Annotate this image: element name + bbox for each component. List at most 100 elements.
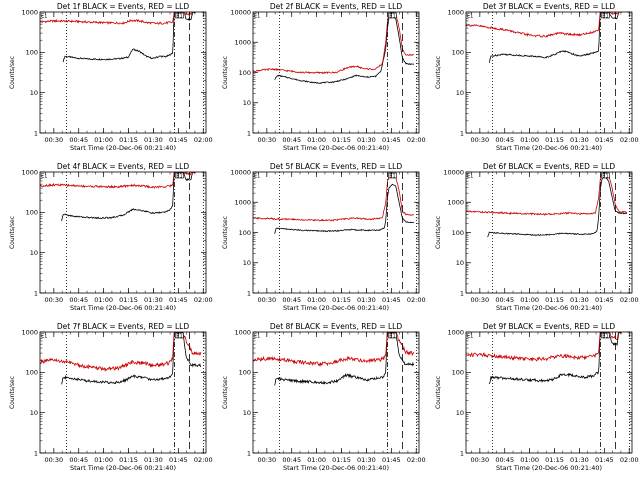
panel-title: Det 7f BLACK = Events, RED = LLD (57, 322, 190, 331)
x-tick-label: 00:45 (282, 136, 301, 144)
series-lld-line (40, 12, 196, 25)
y-tick-label: 1 (34, 449, 38, 457)
y-tick-label: 100 (239, 69, 251, 77)
y-tick-label: 1 (247, 289, 251, 297)
y-tick-label: 10000 (230, 168, 251, 176)
x-tick-label: 01:45 (595, 296, 614, 304)
x-tick-label: 00:45 (69, 456, 88, 464)
y-axis-label: Counts/sec (9, 376, 16, 409)
x-tick-label: 01:30 (144, 136, 163, 144)
x-tick-label: 01:15 (119, 136, 138, 144)
y-tick-label: 10 (243, 99, 251, 107)
panel-title: Det 5f BLACK = Events, RED = LLD (270, 162, 403, 171)
start-event-label: E1 (467, 174, 473, 180)
y-tick-label: 100 (26, 209, 38, 217)
x-axis-label: Start Time (20-Dec-06 00:21:40) (283, 464, 389, 472)
y-tick-label: 10 (456, 89, 464, 97)
x-tick-label: 01:00 (94, 136, 113, 144)
plot-frame (252, 331, 420, 454)
x-tick-label: 01:15 (119, 296, 138, 304)
y-tick-label: 10 (30, 89, 38, 97)
x-tick-label: 01:15 (119, 456, 138, 464)
start-event-label: E1 (254, 334, 260, 340)
plot-frame (465, 331, 633, 454)
event-label: E1 (389, 334, 395, 340)
x-tick-label: 02:00 (194, 136, 213, 144)
y-tick-label: 1000 (21, 328, 38, 336)
event-label: E1 (602, 334, 608, 340)
x-tick-label: 01:00 (520, 136, 539, 144)
x-tick-label: 01:00 (307, 296, 326, 304)
panel-title: Det 6f BLACK = Events, RED = LLD (483, 162, 616, 171)
plot-frame (39, 11, 207, 134)
start-event-label: E1 (467, 14, 473, 20)
x-tick-label: 01:30 (357, 456, 376, 464)
x-tick-label: 00:30 (257, 136, 276, 144)
x-axis-label: Start Time (20-Dec-06 00:21:40) (496, 464, 602, 472)
panel-det-3f: Det 3f BLACK = Events, RED = LLD E1 E1 1 10 1… (435, 2, 639, 152)
x-tick-label: 01:45 (169, 296, 188, 304)
y-axis-label: Counts/sec (9, 56, 16, 89)
y-tick-label: 10000 (230, 8, 251, 16)
start-event-label: E1 (254, 174, 260, 180)
y-tick-label: 100 (452, 229, 464, 237)
y-tick-label: 10 (30, 249, 38, 257)
panel-det-6f: Det 6f BLACK = Events, RED = LLD E1 E1 1 10 1… (435, 162, 639, 312)
y-tick-label: 1 (460, 129, 464, 137)
y-tick-label: 10000 (443, 168, 464, 176)
x-tick-label: 00:45 (495, 136, 514, 144)
x-tick-label: 01:45 (595, 456, 614, 464)
x-tick-label: 00:45 (495, 296, 514, 304)
event-label: E1 (176, 334, 182, 340)
x-tick-label: 01:00 (307, 136, 326, 144)
y-axis-label: Counts/sec (9, 216, 16, 249)
x-axis-label: Start Time (20-Dec-06 00:21:40) (496, 304, 602, 312)
event-label: E1 (176, 174, 182, 180)
x-tick-label: 01:30 (357, 296, 376, 304)
x-axis-label: Start Time (20-Dec-06 00:21:40) (496, 144, 602, 152)
panel-det-4f: Det 4f BLACK = Events, RED = LLD E1 E1 1 10 1… (9, 162, 213, 312)
y-tick-label: 100 (452, 49, 464, 57)
x-tick-label: 01:30 (144, 296, 163, 304)
y-tick-label: 100 (26, 369, 38, 377)
x-tick-label: 01:00 (307, 456, 326, 464)
y-axis-label: Counts/sec (435, 216, 442, 249)
series-events-line (61, 332, 202, 385)
y-tick-label: 1000 (21, 8, 38, 16)
series-events-line (274, 183, 415, 234)
start-event-label: E1 (41, 174, 47, 180)
x-tick-label: 00:30 (257, 456, 276, 464)
panel-title: Det 3f BLACK = Events, RED = LLD (483, 2, 616, 11)
y-tick-label: 1000 (234, 328, 251, 336)
x-tick-label: 00:30 (257, 296, 276, 304)
start-event-label: E1 (41, 334, 47, 340)
x-tick-label: 01:45 (382, 136, 401, 144)
y-tick-label: 1 (34, 129, 38, 137)
y-tick-label: 10 (243, 259, 251, 267)
x-tick-label: 02:00 (194, 296, 213, 304)
y-tick-label: 10 (456, 409, 464, 417)
x-tick-label: 01:00 (520, 296, 539, 304)
x-tick-label: 01:15 (332, 296, 351, 304)
x-tick-label: 00:45 (495, 456, 514, 464)
plot-frame (39, 171, 207, 294)
event-label: E1 (389, 14, 395, 20)
series-events-line (274, 332, 415, 386)
y-tick-label: 100 (452, 369, 464, 377)
x-tick-label: 00:45 (69, 296, 88, 304)
x-tick-label: 02:00 (407, 296, 426, 304)
panel-det-2f: Det 2f BLACK = Events, RED = LLD E1 E1 1 10 1… (222, 2, 426, 152)
x-tick-label: 02:00 (620, 296, 639, 304)
start-event-label: E1 (254, 14, 260, 20)
y-tick-label: 1000 (447, 328, 464, 336)
event-box (601, 12, 610, 19)
x-tick-label: 01:00 (94, 296, 113, 304)
y-tick-label: 1 (34, 289, 38, 297)
series-lld-line (466, 172, 628, 216)
y-axis-label: Counts/sec (222, 216, 229, 249)
series-events-line (62, 12, 196, 63)
panel-det-9f: Det 9f BLACK = Events, RED = LLD E1 E1 1 10 1… (435, 322, 639, 472)
series-lld-line (466, 332, 622, 362)
x-tick-label: 01:15 (332, 136, 351, 144)
y-tick-label: 10 (456, 259, 464, 267)
